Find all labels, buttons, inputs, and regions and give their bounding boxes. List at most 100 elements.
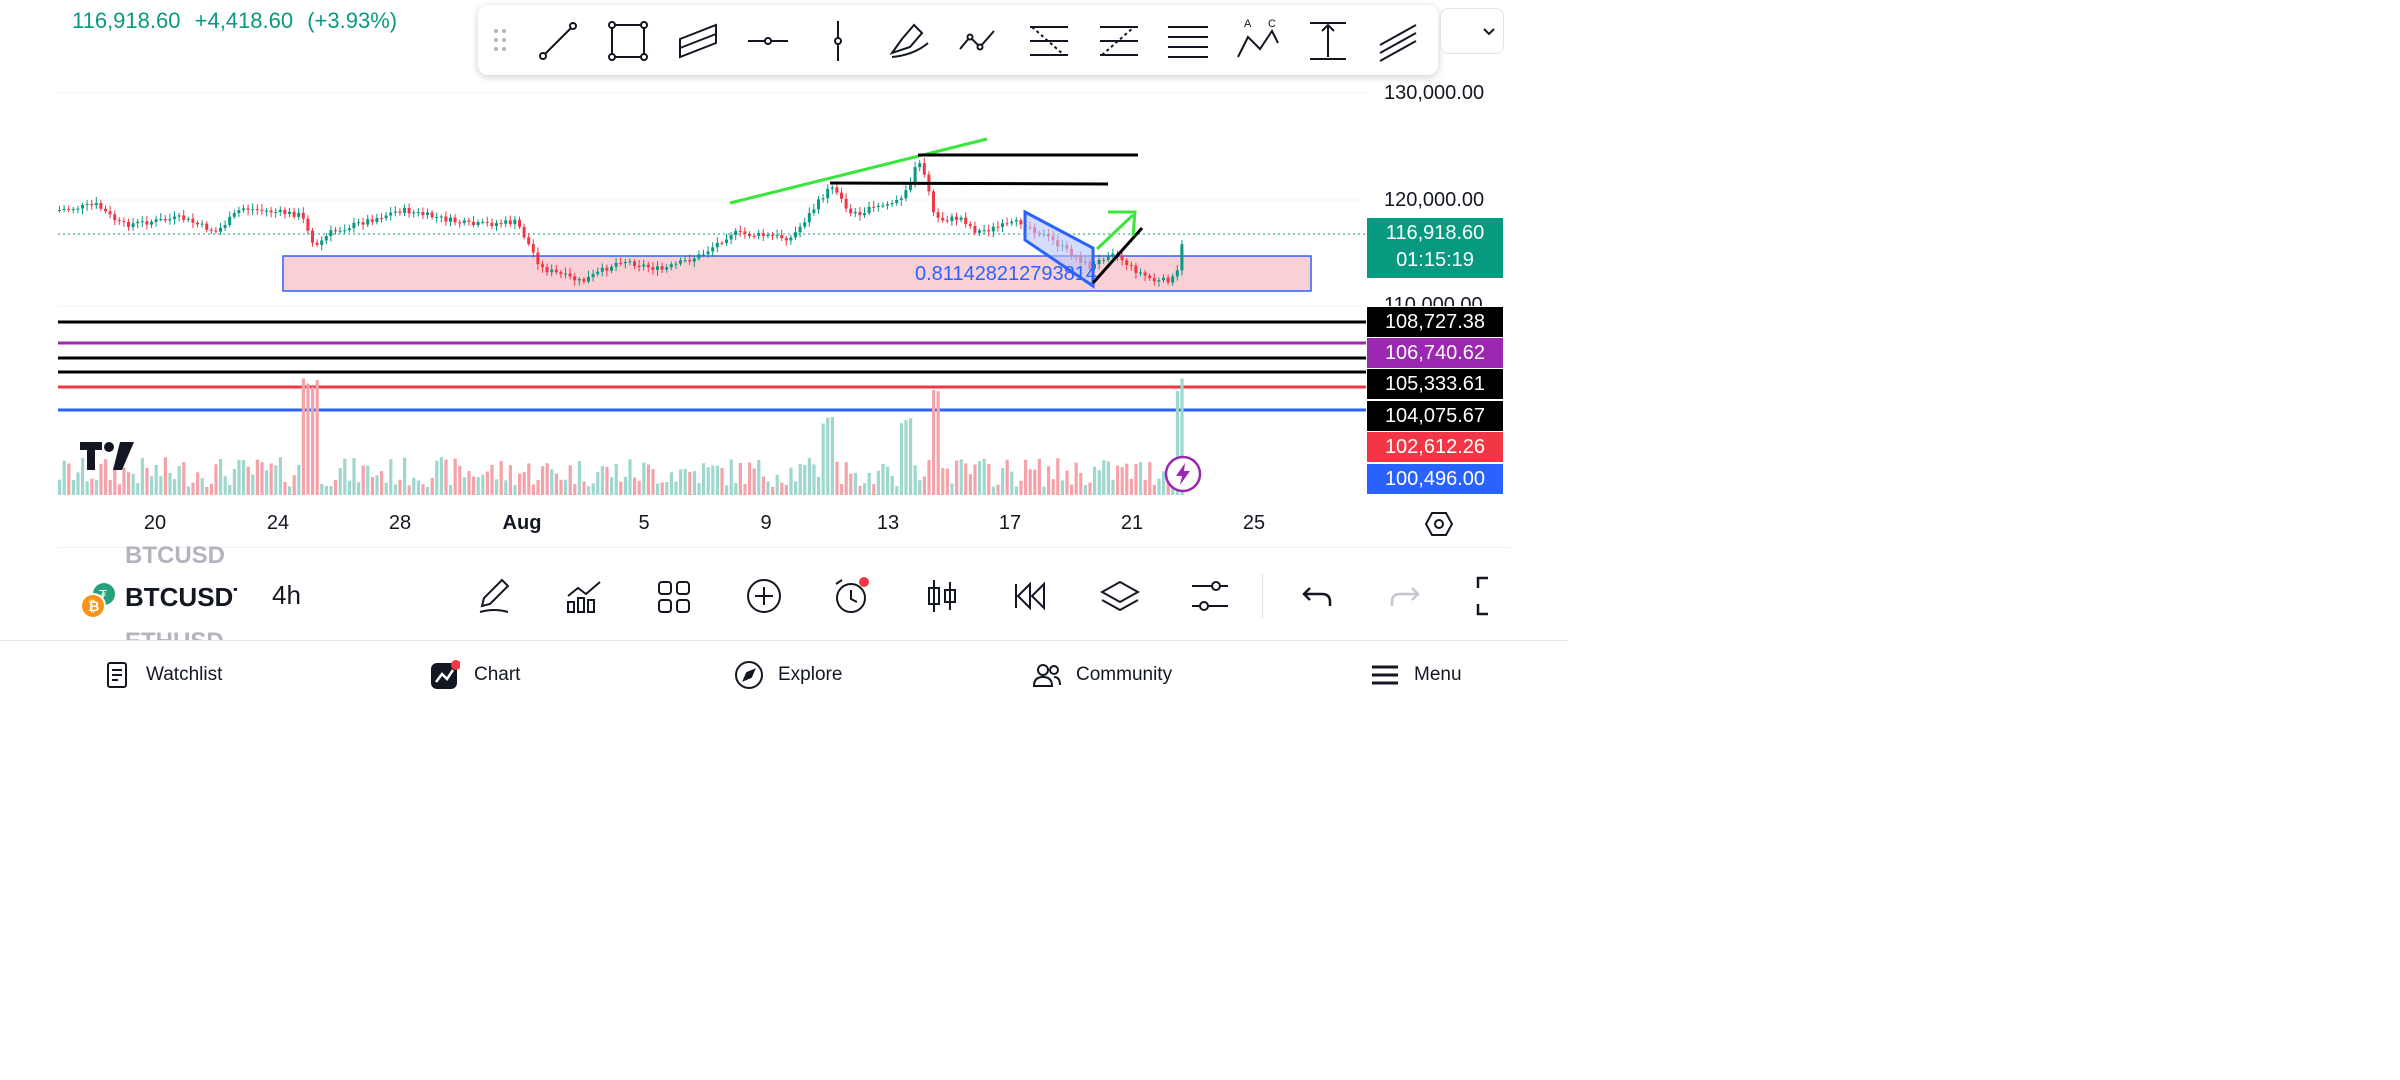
price-range-tool-icon[interactable] — [1304, 17, 1352, 65]
candle — [922, 163, 926, 175]
lightning-icon[interactable] — [1164, 455, 1202, 493]
volume-bar — [472, 476, 476, 495]
y-axis-label: 120,000.00 — [1384, 189, 1485, 211]
volume-bar — [564, 479, 568, 495]
candle — [826, 188, 830, 199]
symbol-selector[interactable]: BTCUSDT — [125, 582, 237, 612]
dropdown-button[interactable] — [1440, 8, 1504, 54]
volume-bar — [1047, 466, 1051, 495]
volume-bar — [122, 467, 126, 495]
nav-explore[interactable]: Explore — [734, 659, 842, 691]
volume-bar — [407, 485, 411, 495]
volume-bar — [936, 391, 940, 495]
prev-symbol[interactable]: BTCUSD — [125, 542, 225, 564]
candle — [679, 260, 682, 264]
horizontal-ray-tool-icon[interactable] — [744, 17, 792, 65]
trend-line-tool-icon[interactable] — [534, 17, 582, 65]
volume-bar — [835, 461, 839, 495]
nav-explore-label: Explore — [778, 664, 843, 685]
alarm-icon[interactable] — [832, 574, 872, 618]
horizontal-lines-tool-icon[interactable] — [1164, 17, 1212, 65]
volume-bar — [628, 459, 632, 495]
layers-icon[interactable] — [1099, 574, 1141, 618]
volume-bar — [301, 378, 305, 495]
volume-bar — [697, 483, 701, 495]
volume-bar — [807, 457, 811, 495]
redo-icon[interactable] — [1386, 574, 1426, 618]
candle — [288, 211, 291, 215]
highlighter-tool-icon[interactable] — [884, 17, 932, 65]
x-axis-label: 13 — [876, 512, 900, 534]
fib-extension-tool-icon[interactable] — [1094, 17, 1142, 65]
candle — [656, 266, 659, 270]
volume-bar — [959, 459, 963, 495]
rectangle-tool-icon[interactable] — [604, 17, 652, 65]
drag-handle-icon[interactable] — [492, 27, 508, 53]
volume-bar — [1175, 390, 1179, 495]
candle — [941, 217, 945, 221]
volume-bar — [416, 480, 420, 495]
add-icon[interactable] — [744, 574, 784, 618]
volume-bar — [113, 467, 117, 495]
candle — [610, 266, 613, 271]
volume-bar — [784, 484, 788, 495]
volume-bar — [1088, 482, 1092, 495]
candle-type-icon[interactable] — [922, 574, 962, 618]
nav-watchlist[interactable]: Watchlist — [102, 659, 222, 691]
volume-bar — [715, 465, 719, 495]
interval-selector[interactable]: 4h — [272, 580, 301, 610]
parallel-channel-tool-icon[interactable] — [674, 17, 722, 65]
nav-community[interactable]: Community — [1032, 659, 1172, 691]
volume-bar — [1129, 478, 1133, 495]
candle — [163, 219, 167, 221]
volume-bar — [159, 476, 163, 495]
descending-channel — [1023, 209, 1095, 289]
path-tool-icon[interactable] — [954, 17, 1002, 65]
volume-bar — [485, 471, 489, 495]
candle — [835, 187, 839, 193]
candle — [366, 219, 370, 225]
vertical-line-tool-icon[interactable] — [814, 17, 862, 65]
candle — [1120, 255, 1124, 261]
candle — [150, 221, 153, 225]
candle — [352, 222, 356, 229]
volume-bar — [504, 480, 508, 495]
nav-chart[interactable]: Chart — [430, 659, 520, 691]
nav-menu[interactable]: Menu — [1370, 659, 1462, 691]
layout-grid-icon[interactable] — [654, 574, 694, 618]
volume-bar — [849, 473, 853, 495]
level-tag: 108,727.38 — [1367, 307, 1503, 337]
fib-retracement-tool-icon[interactable] — [1024, 17, 1072, 65]
gear-icon[interactable] — [1424, 509, 1454, 539]
candle — [237, 210, 241, 214]
candle — [426, 212, 429, 216]
candle — [784, 238, 788, 241]
next-symbol[interactable]: ETHUSD — [125, 628, 224, 640]
candle — [734, 230, 738, 236]
candle — [932, 191, 935, 213]
candle — [159, 219, 163, 221]
indicators-icon[interactable] — [564, 574, 604, 618]
volume-bar — [361, 465, 365, 495]
candle — [81, 204, 84, 209]
candle — [140, 221, 144, 223]
pencil-icon[interactable] — [474, 574, 514, 618]
volume-bar — [706, 467, 710, 495]
hamburger-menu-icon — [1372, 665, 1398, 685]
volume-bar — [334, 480, 338, 495]
volume-bar — [439, 457, 443, 495]
replay-icon[interactable] — [1010, 574, 1050, 618]
candle — [757, 232, 761, 236]
price-chart[interactable]: 0.811428212793814 — [0, 0, 1568, 548]
undo-icon[interactable] — [1296, 574, 1336, 618]
volume-bar — [467, 471, 471, 495]
settings-sliders-icon[interactable] — [1190, 574, 1230, 618]
candle — [812, 209, 816, 214]
bitcoin-tether-icon: ₮₿ — [80, 583, 115, 619]
fullscreen-icon[interactable] — [1476, 574, 1510, 618]
volume-bar — [674, 481, 678, 495]
candle — [117, 220, 121, 222]
pitchfork-tool-icon[interactable] — [1374, 17, 1422, 65]
candle — [955, 216, 958, 220]
